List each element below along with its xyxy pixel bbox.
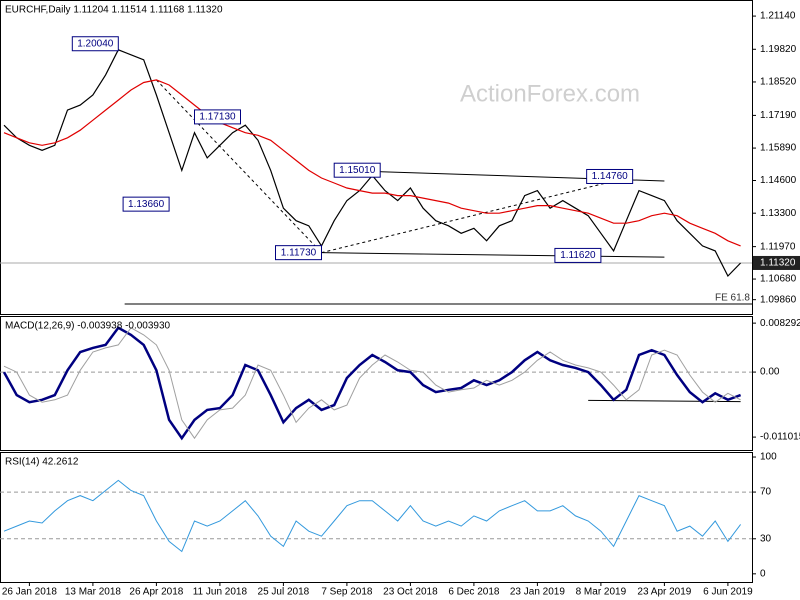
y-tick-label: 1.17190 xyxy=(760,110,797,121)
y-tick-label: 1.18520 xyxy=(760,77,797,88)
x-tick-label: 6 Dec 2018 xyxy=(448,587,500,598)
annotation-label: 1.11730 xyxy=(281,247,317,258)
annotation-box xyxy=(122,196,170,212)
y-tick-label: 1.14600 xyxy=(760,175,797,186)
x-tick-label: 26 Jan 2018 xyxy=(2,587,57,598)
x-tick-label: 26 Apr 2018 xyxy=(129,587,183,598)
x-tick-label: 13 Mar 2018 xyxy=(65,587,122,598)
x-tick-label: 8 Mar 2019 xyxy=(576,587,627,598)
current-price-box xyxy=(753,255,800,270)
y-tick-label: 0 xyxy=(760,568,766,579)
annotation-label: 1.13660 xyxy=(128,199,165,210)
trendline xyxy=(321,175,633,254)
x-tick-label: 7 Sep 2018 xyxy=(321,587,373,598)
y-tick-label: 1.11970 xyxy=(760,241,796,252)
y-tick-label: 1.21140 xyxy=(760,11,796,22)
y-tick-label: 100 xyxy=(760,452,777,463)
trendline-label: FE 61.8 xyxy=(715,293,750,304)
panel-frame xyxy=(0,316,753,451)
panel-title: EURCHF,Daily 1.11204 1.11514 1.11168 1.1… xyxy=(5,5,223,16)
annotation-label: 1.20040 xyxy=(77,38,114,49)
x-tick-label: 23 Jan 2019 xyxy=(510,587,565,598)
y-tick-label: 1.10680 xyxy=(760,274,797,285)
annotation-box xyxy=(275,245,322,261)
y-tick-label: 70 xyxy=(760,487,772,498)
series-line xyxy=(3,79,741,247)
annotation-label: 1.14760 xyxy=(592,171,629,182)
trendline xyxy=(156,79,322,254)
series-line xyxy=(3,479,742,553)
x-tick-label: 6 Jun 2019 xyxy=(703,587,753,598)
x-tick-label: 23 Oct 2018 xyxy=(383,587,438,598)
annotation-box xyxy=(194,109,241,125)
y-tick-label: 1.19820 xyxy=(760,44,797,55)
annotation-label: 1.15010 xyxy=(339,165,376,176)
y-tick-label: 0.00 xyxy=(760,367,780,378)
panel-frame xyxy=(0,452,753,583)
annotation-label: 1.17130 xyxy=(199,112,236,123)
y-tick-label: -0.011015 xyxy=(760,432,800,443)
trendline xyxy=(321,252,665,258)
annotation-box xyxy=(554,247,602,263)
panel-title: MACD(12,26,9) -0.003938 -0.003930 xyxy=(5,321,171,332)
watermark: ActionForex.com xyxy=(460,80,640,107)
y-tick-label: 1.15890 xyxy=(760,143,797,154)
series-line xyxy=(3,327,741,440)
annotation-label: 1.11620 xyxy=(560,250,596,261)
panel-title: RSI(14) 42.2612 xyxy=(5,457,79,468)
x-tick-label: 23 Apr 2019 xyxy=(637,587,691,598)
x-tick-label: 25 Jul 2018 xyxy=(258,587,310,598)
y-tick-label: 0.008292 xyxy=(760,318,800,329)
y-tick-label: 1.13300 xyxy=(760,208,797,219)
y-tick-label: 30 xyxy=(760,533,772,544)
panel-frame xyxy=(0,0,753,315)
x-tick-label: 11 Jun 2018 xyxy=(193,587,248,598)
annotation-box xyxy=(586,168,634,184)
series-line xyxy=(2,326,742,441)
annotation-box xyxy=(71,36,119,52)
y-tick-label: 1.09860 xyxy=(760,294,797,305)
annotation-box xyxy=(333,162,381,178)
current-price-label: 1.11320 xyxy=(760,258,796,269)
